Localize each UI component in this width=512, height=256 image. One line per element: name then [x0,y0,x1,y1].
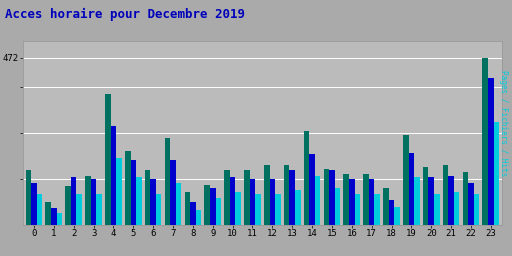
Bar [125,151,131,225]
Bar [474,194,479,225]
Bar [289,170,295,225]
Bar [216,198,221,225]
Bar [488,78,494,225]
Text: Acces horaire pour Decembre 2019: Acces horaire pour Decembre 2019 [5,8,245,21]
Bar [403,135,409,225]
Bar [151,179,156,225]
Bar [244,170,250,225]
Bar [409,153,414,225]
Bar [26,170,31,225]
Bar [295,190,301,225]
Bar [230,177,236,225]
Bar [374,194,380,225]
Bar [275,194,281,225]
Bar [91,179,96,225]
Bar [315,176,321,225]
Bar [236,191,241,225]
Bar [51,208,57,225]
Bar [76,194,82,225]
Bar [31,183,37,225]
Bar [309,154,315,225]
Bar [369,179,374,225]
Bar [96,194,102,225]
Bar [335,188,340,225]
Bar [349,179,355,225]
Bar [449,176,454,225]
Bar [196,210,201,225]
Bar [46,202,51,225]
Bar [204,185,210,225]
Bar [170,160,176,225]
Bar [156,194,161,225]
Bar [394,207,400,225]
Bar [429,177,434,225]
Bar [383,188,389,225]
Bar [468,183,474,225]
Bar [57,213,62,225]
Bar [284,165,289,225]
Bar [463,172,468,225]
Bar [255,194,261,225]
Bar [355,194,360,225]
Bar [304,131,309,225]
Bar [443,165,449,225]
Bar [145,170,151,225]
Bar [454,191,459,225]
Bar [136,177,142,225]
Bar [131,160,136,225]
Bar [414,177,420,225]
Bar [494,122,499,225]
Bar [324,168,329,225]
Bar [85,176,91,225]
Bar [364,174,369,225]
Bar [165,138,170,225]
Bar [482,58,488,225]
Bar [66,186,71,225]
Bar [344,174,349,225]
Bar [329,170,335,225]
Bar [190,202,196,225]
Bar [210,188,216,225]
Bar [434,194,440,225]
Bar [37,194,42,225]
Bar [105,94,111,225]
Bar [111,126,116,225]
Bar [71,177,76,225]
Bar [264,165,269,225]
Bar [184,191,190,225]
Bar [269,179,275,225]
Bar [176,184,181,225]
Bar [250,179,255,225]
Text: Pages / Fichiers / Hits: Pages / Fichiers / Hits [499,70,508,176]
Bar [224,170,230,225]
Bar [116,158,122,225]
Bar [423,167,429,225]
Bar [389,200,394,225]
